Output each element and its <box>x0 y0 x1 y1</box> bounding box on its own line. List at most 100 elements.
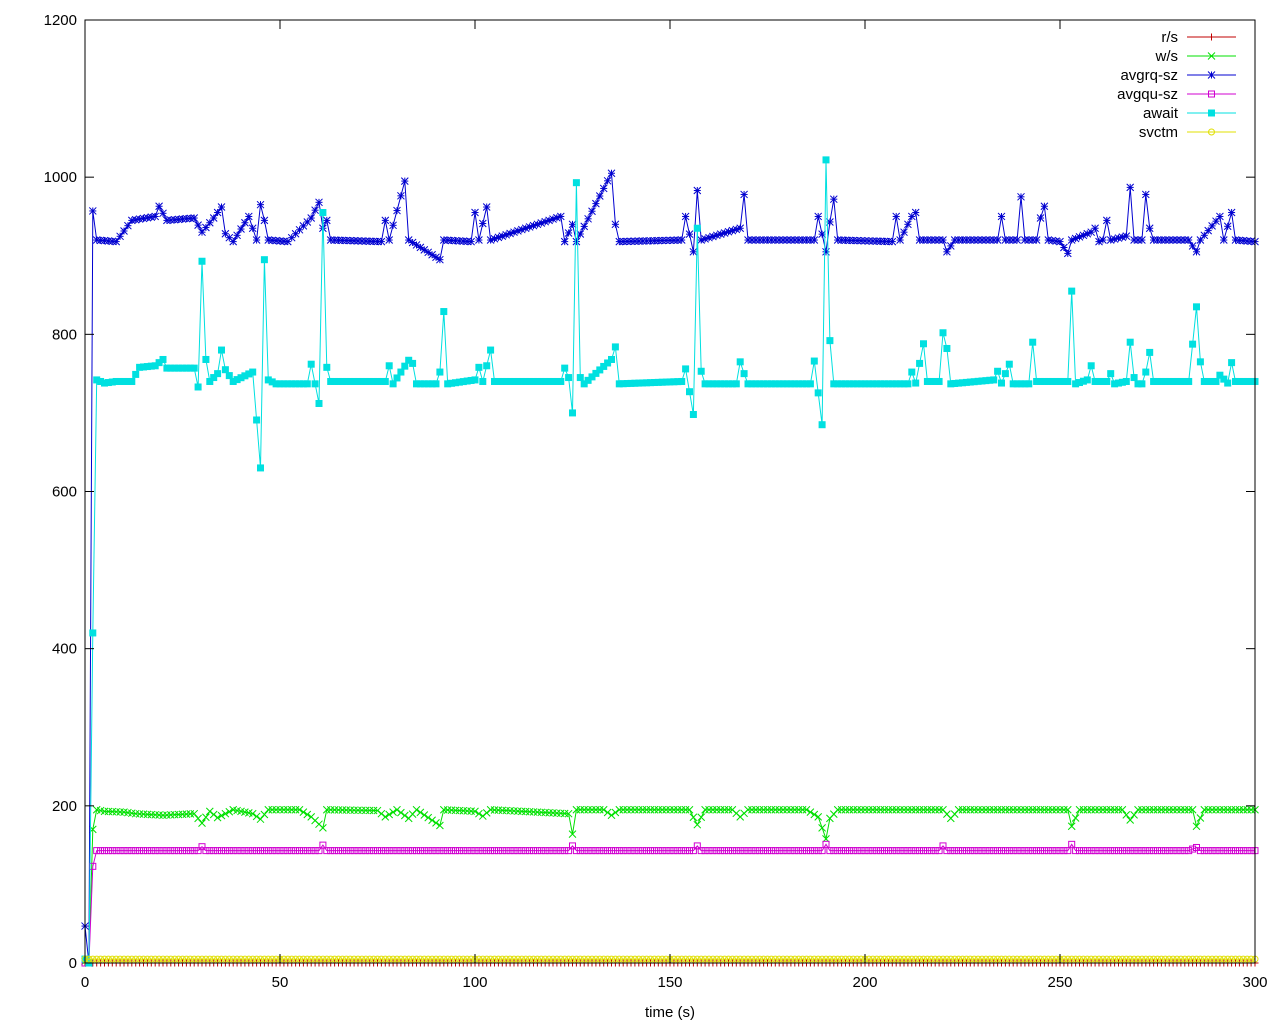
data-point-svctm <box>202 955 210 963</box>
data-point-avgqu-sz <box>697 847 705 855</box>
data-point-avgrq-sz <box>1223 222 1232 231</box>
data-point-svctm <box>1107 955 1115 963</box>
data-point-avgqu-sz <box>218 847 225 855</box>
data-point-w-s <box>377 809 386 818</box>
data-point-svctm <box>206 955 214 963</box>
data-point-avgrq-sz <box>88 207 97 215</box>
data-point-avgqu-sz <box>764 847 771 855</box>
data-point-avgrq-sz <box>155 202 163 211</box>
data-point-svctm <box>323 955 331 963</box>
data-point-svctm <box>834 955 842 963</box>
data-point-avgqu-sz <box>377 847 385 855</box>
data-point-svctm <box>1138 955 1146 963</box>
data-point-avgqu-sz <box>1204 847 1212 855</box>
data-point-avgqu-sz <box>1224 847 1232 855</box>
data-point-avgqu-sz <box>518 847 526 855</box>
data-point-avgqu-sz <box>931 847 939 855</box>
data-point-avgqu-sz <box>272 847 280 855</box>
data-point-avgrq-sz <box>1032 236 1041 244</box>
data-point-avgrq-sz <box>400 177 409 185</box>
data-point-svctm <box>865 955 873 963</box>
data-point-await <box>471 376 479 384</box>
legend-entry-avgqu-sz: avgqu-sz <box>1117 86 1236 103</box>
data-point-w-s <box>412 805 421 814</box>
data-point-avgqu-sz <box>986 847 994 855</box>
data-point-svctm <box>1118 955 1126 963</box>
data-point-svctm <box>241 955 249 963</box>
data-point-avgqu-sz <box>881 847 888 855</box>
data-point-avgrq-sz <box>237 225 245 233</box>
legend-marker-await <box>1208 109 1215 117</box>
data-point-avgqu-sz <box>1064 847 1072 855</box>
data-point-w-s <box>397 808 405 817</box>
data-point-svctm <box>377 955 385 963</box>
data-point-w-s <box>783 805 791 814</box>
data-point-w-s <box>982 805 990 814</box>
series-await <box>81 156 1259 967</box>
data-point-w-s <box>1180 805 1189 814</box>
data-point-svctm <box>487 955 495 963</box>
data-point-avgrq-sz <box>974 236 982 244</box>
data-point-avgqu-sz <box>284 847 292 855</box>
data-point-avgqu-sz <box>292 847 300 855</box>
data-point-svctm <box>506 955 514 963</box>
data-point-avgqu-sz <box>588 847 596 855</box>
data-point-w-s <box>432 819 440 827</box>
data-point-svctm <box>740 955 748 963</box>
data-point-avgrq-sz <box>1141 190 1150 199</box>
data-point-avgrq-sz <box>475 236 483 244</box>
data-point-svctm <box>1122 955 1130 963</box>
data-point-w-s <box>572 805 581 814</box>
data-point-w-s <box>806 808 815 816</box>
data-point-avgrq-sz <box>1079 231 1088 240</box>
data-point-svctm <box>448 955 456 963</box>
data-point-svctm <box>877 955 885 963</box>
data-point-avgqu-sz <box>619 847 627 855</box>
data-point-await <box>221 366 229 374</box>
data-point-w-s <box>701 805 709 814</box>
data-point-avgrq-sz <box>322 216 331 225</box>
data-point-avgqu-sz <box>155 847 163 855</box>
data-point-avgrq-sz <box>1153 236 1162 244</box>
data-point-svctm <box>1083 955 1091 963</box>
data-point-avgqu-sz <box>479 847 487 855</box>
data-point-w-s <box>428 816 436 825</box>
data-point-await <box>1126 338 1134 346</box>
data-point-w-s <box>299 808 308 816</box>
data-point-avgqu-sz <box>405 847 413 855</box>
data-point-avgrq-sz <box>693 186 702 195</box>
data-point-avgqu-sz <box>140 847 147 855</box>
data-point-avgqu-sz <box>775 847 783 855</box>
data-point-w-s <box>787 805 795 814</box>
data-point-avgqu-sz <box>346 847 354 855</box>
data-point-avgrq-sz <box>985 236 994 244</box>
data-point-avgqu-sz <box>884 847 892 855</box>
data-point-avgqu-sz <box>245 847 253 855</box>
data-point-avgrq-sz <box>740 190 748 199</box>
data-point-avgrq-sz <box>315 198 323 207</box>
data-point-await <box>1083 376 1091 384</box>
data-point-avgqu-sz <box>1181 847 1189 855</box>
data-point-svctm <box>900 955 908 963</box>
data-point-avgqu-sz <box>494 847 502 855</box>
data-point-avgqu-sz <box>752 847 760 855</box>
data-point-await <box>385 362 393 370</box>
data-point-svctm <box>1052 955 1060 963</box>
data-point-svctm <box>502 955 510 963</box>
data-point-avgqu-sz <box>1235 847 1243 855</box>
data-point-svctm <box>1048 955 1056 963</box>
data-point-avgqu-sz <box>686 847 693 855</box>
data-point-avgqu-sz <box>1118 847 1126 855</box>
data-point-avgqu-sz <box>779 847 787 855</box>
data-point-avgrq-sz <box>377 237 386 246</box>
data-point-avgrq-sz <box>1017 192 1025 201</box>
data-point-w-s <box>1208 805 1216 814</box>
data-point-avgqu-sz <box>990 847 998 855</box>
data-point-avgrq-sz <box>736 224 745 233</box>
legend-label-avgrq-sz: avgrq-sz <box>1120 67 1178 84</box>
data-point-avgqu-sz <box>381 847 389 855</box>
data-point-avgrq-sz <box>1188 242 1197 250</box>
data-point-avgrq-sz <box>213 208 222 217</box>
data-point-avgqu-sz <box>1079 847 1087 855</box>
data-point-svctm <box>440 955 448 963</box>
